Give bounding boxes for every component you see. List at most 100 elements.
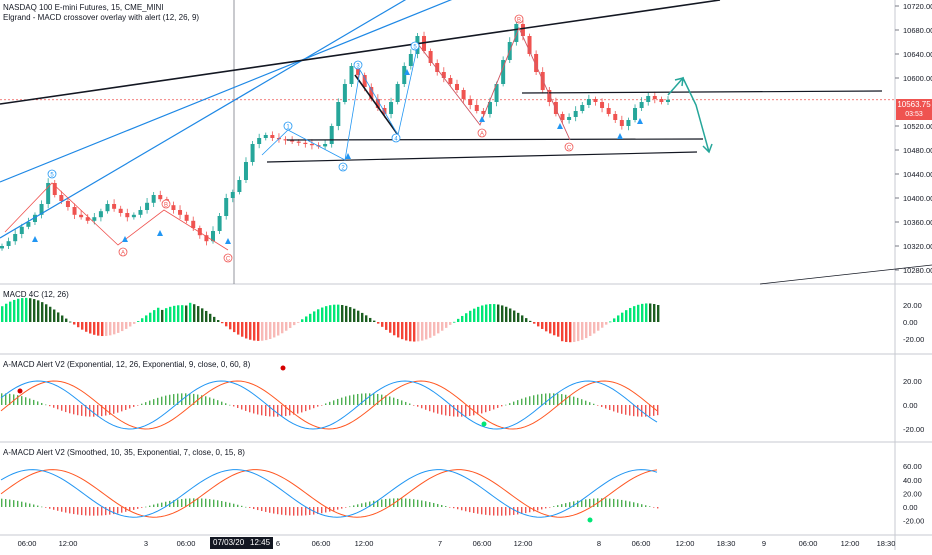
macd4c-bar	[577, 322, 580, 342]
candle-body	[309, 144, 314, 146]
amacd1-hist-bar	[397, 398, 399, 405]
amacd1-hist-bar	[325, 403, 327, 405]
amacd1-hist-bar	[617, 405, 619, 413]
amacd1-hist-bar	[57, 405, 59, 410]
amacd1-hist-bar	[633, 405, 635, 417]
candle-body	[224, 198, 229, 216]
amacd2-hist-bar	[393, 498, 395, 507]
candle-body	[639, 102, 644, 108]
macd4c-bar	[13, 299, 16, 322]
candle-body	[613, 114, 618, 120]
amacd2-hist-bar	[205, 498, 207, 507]
amacd2-hist-bar	[365, 502, 367, 507]
amacd2-hist-bar	[81, 507, 83, 516]
amacd2-hist-bar	[105, 507, 107, 516]
candle-body	[336, 102, 341, 126]
amacd2-hist-bar	[309, 507, 311, 516]
amacd1-hist-bar	[53, 405, 55, 408]
price-tick: 10400.00	[903, 194, 932, 203]
candle-body	[580, 105, 585, 111]
amacd1-hist-bar	[309, 405, 311, 410]
amacd2-hist-bar	[1, 498, 3, 507]
symbol-title[interactable]: NASDAQ 100 E-mini Futures, 15, CME_MINI	[3, 3, 164, 12]
macd4c-bar	[137, 321, 140, 322]
macd4c-bar	[437, 322, 440, 334]
amacd1-legend[interactable]: A-MACD Alert V2 (Exponential, 12, 26, Ex…	[3, 360, 251, 369]
amacd1-hist-bar	[613, 405, 615, 412]
amacd2-hist-bar	[409, 498, 411, 507]
amacd1-hist-bar	[493, 405, 495, 410]
amacd1-hist-bar	[73, 405, 75, 415]
macd4c-legend[interactable]: MACD 4C (12, 26)	[3, 290, 69, 299]
candle-body	[283, 139, 288, 141]
macd4c-bar	[117, 322, 120, 333]
amacd2-hist-bar	[457, 507, 459, 510]
amacd1-hist-bar	[601, 405, 603, 407]
amacd1-hist-bar	[141, 403, 143, 405]
amacd2-legend[interactable]: A-MACD Alert V2 (Smoothed, 10, 35, Expon…	[3, 448, 245, 457]
amacd1-hist-bar	[377, 393, 379, 405]
macd4c-bar	[217, 320, 220, 322]
amacd1-hist-bar	[49, 405, 51, 407]
amacd1-hist-bar	[169, 394, 171, 405]
macd4c-bar	[317, 309, 320, 322]
macd4c-bar	[601, 322, 604, 328]
amacd2-hist-bar	[301, 507, 303, 516]
amacd1-hist-bar	[221, 401, 223, 405]
trendline-lower	[759, 264, 932, 285]
buy-signal-marker	[637, 118, 643, 124]
amacd2-hist-bar	[77, 507, 79, 515]
macd4c-bar	[141, 318, 144, 322]
amacd2-hist-bar	[321, 507, 323, 514]
candle-body	[13, 234, 18, 242]
buy-signal-marker	[225, 238, 231, 244]
candle-body	[573, 111, 578, 117]
amacd1-hist-bar	[69, 405, 71, 414]
macd4c-bar	[133, 322, 136, 324]
projection-path	[667, 76, 710, 153]
candle-body	[428, 51, 433, 63]
macd4c-bar	[589, 322, 592, 336]
amacd2-hist-bar	[325, 507, 327, 513]
amacd2-hist-bar	[609, 498, 611, 507]
amacd1-hist-bar	[205, 396, 207, 405]
macd4c-bar	[77, 322, 80, 328]
candle-body	[151, 195, 156, 203]
amacd2-hist-bar	[589, 498, 591, 507]
amacd2-hist-bar	[97, 507, 99, 516]
amacd2-hist-bar	[177, 499, 179, 507]
amacd1-hist-bar	[469, 405, 471, 416]
candle-body	[666, 99, 670, 102]
indicator-legend[interactable]: Elgrand - MACD crossover overlay with al…	[3, 13, 200, 22]
macd4c-bar	[249, 322, 252, 340]
amacd1-hist-bar	[37, 401, 39, 405]
macd4c-bar	[509, 308, 512, 322]
time-tick: 06:00	[632, 539, 651, 548]
amacd1-hist-bar	[597, 405, 599, 406]
time-tick: 06:00	[18, 539, 37, 548]
amacd2-hist-bar	[317, 507, 319, 514]
candle-body	[59, 195, 64, 201]
candle-body	[375, 99, 380, 108]
candle-body	[652, 96, 657, 99]
candle-body	[494, 84, 499, 102]
macd4c-tick: -20.00	[903, 335, 924, 344]
candle-body	[145, 202, 150, 210]
amacd1-hist-bar	[245, 405, 247, 411]
candle-body	[369, 87, 374, 99]
amacd2-hist-bar	[25, 502, 27, 507]
candle-body	[158, 195, 163, 200]
candle-body	[441, 72, 446, 78]
amacd2-hist-bar	[225, 501, 227, 507]
macd4c-bar	[301, 319, 304, 322]
macd4c-bar	[469, 310, 472, 322]
amacd2-hist-bar	[341, 507, 343, 509]
candle-body	[112, 204, 117, 209]
macd4c-bar	[373, 320, 376, 322]
wave-label-circle	[283, 121, 293, 131]
macd4c-bar	[401, 322, 404, 340]
candle-body	[600, 102, 605, 108]
amacd1-hist-bar	[509, 403, 511, 405]
